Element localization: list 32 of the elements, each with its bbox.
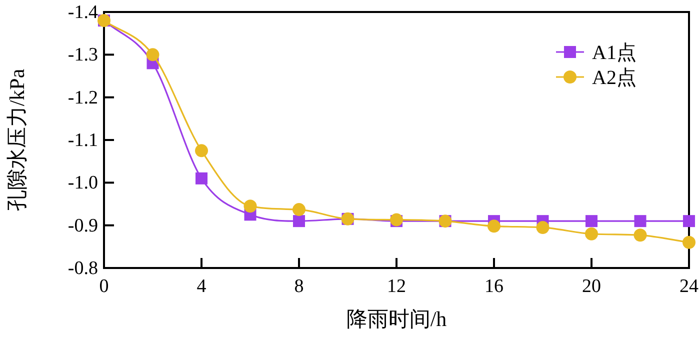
y-tick-label: -0.9 [68, 215, 98, 236]
x-tick-label: 24 [680, 276, 699, 297]
y-tick-label: -1.4 [68, 2, 98, 23]
point [196, 172, 208, 184]
point [634, 228, 647, 242]
point [244, 200, 257, 213]
point [488, 220, 500, 233]
point [585, 227, 598, 240]
legend-label: A1点 [592, 42, 636, 64]
point [683, 215, 695, 228]
point [146, 48, 160, 62]
x-tick-label: 8 [294, 276, 304, 297]
x-tick-label: 4 [196, 276, 207, 297]
x-tick-label: 20 [582, 276, 601, 297]
point [634, 215, 646, 228]
x-tick-label: 0 [99, 276, 109, 297]
y-tick-label: -1.3 [68, 44, 98, 66]
point [536, 220, 550, 234]
x-tick-label: 16 [484, 276, 504, 297]
point [195, 144, 208, 158]
legend-label: A2点 [592, 67, 636, 89]
point [682, 236, 696, 249]
y-tick-label: -1.2 [68, 87, 98, 108]
y-tick-label: -0.8 [68, 258, 98, 279]
point [586, 215, 598, 228]
y-tick-label: -1.0 [68, 172, 98, 194]
y-axis-title: 孔隙水压力/kPa [5, 68, 29, 212]
y-tick-label: -1.1 [68, 130, 98, 151]
point [292, 203, 306, 216]
x-tick-label: 12 [387, 276, 406, 297]
point [293, 215, 305, 228]
x-axis-title: 降雨时间/h [346, 307, 448, 331]
